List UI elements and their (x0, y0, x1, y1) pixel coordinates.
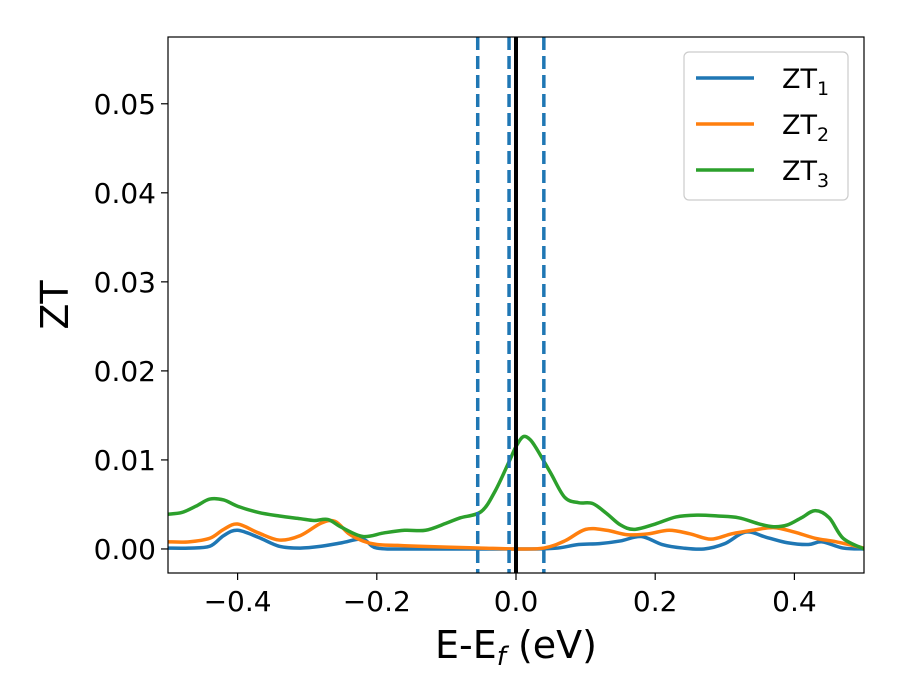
y-tick-label: 0.02 (94, 355, 156, 388)
legend-box (683, 51, 849, 201)
y-axis-ticks: 0.00 0.01 0.02 0.03 0.04 0.05 (94, 88, 168, 566)
legend: ZT1 ZT2 ZT3 (683, 51, 849, 201)
x-tick-label: −0.2 (343, 585, 411, 618)
x-tick-label: 0.4 (772, 585, 817, 618)
y-tick-label: 0.00 (94, 533, 156, 566)
legend-label-3: ZT3 (782, 156, 829, 192)
x-axis-title: E-Ef (eV) (435, 623, 597, 672)
x-axis-ticks: −0.4 −0.2 0.0 0.2 0.4 (204, 573, 817, 618)
y-tick-label: 0.01 (94, 444, 156, 477)
reference-lines (475, 37, 546, 573)
legend-label-1: ZT1 (782, 64, 829, 100)
x-tick-label: 0.2 (633, 585, 678, 618)
legend-label-2: ZT2 (782, 110, 829, 146)
x-tick-label: −0.4 (204, 585, 272, 618)
y-axis-title: ZT (33, 280, 77, 330)
y-tick-label: 0.04 (94, 177, 156, 210)
series-line-3 (168, 434, 864, 551)
series-lines (168, 434, 864, 551)
y-tick-label: 0.05 (94, 88, 156, 121)
x-tick-label: 0.0 (494, 585, 539, 618)
y-tick-label: 0.03 (94, 266, 156, 299)
series-line-2 (168, 518, 864, 551)
